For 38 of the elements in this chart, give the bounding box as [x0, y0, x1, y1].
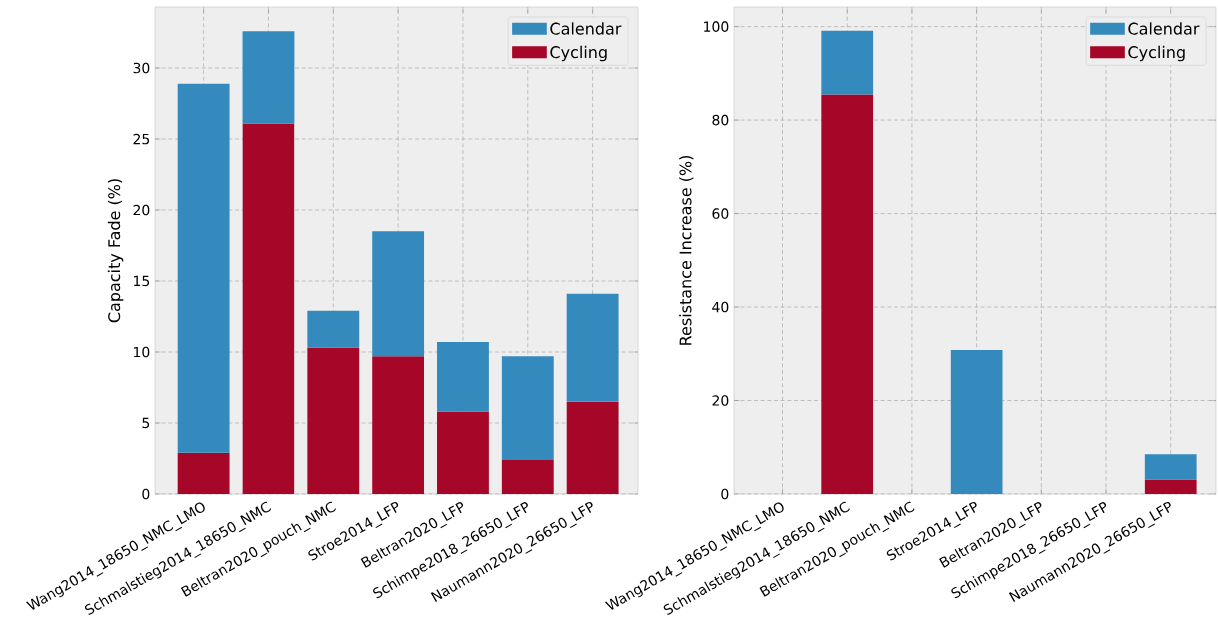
bar [307, 347, 360, 494]
y-tick-label: 80 [712, 114, 729, 126]
bar [437, 342, 489, 412]
bar [501, 356, 554, 460]
y-tick-label: 0 [142, 488, 150, 500]
bar [307, 310, 360, 348]
legend-label: Calendar [1128, 22, 1200, 35]
bar [950, 350, 1003, 494]
bar [177, 452, 230, 494]
bar [1144, 479, 1197, 494]
y-tick-label: 100 [704, 21, 729, 32]
y-tick-label: 20 [712, 395, 729, 406]
bar [242, 123, 295, 494]
legend-label: Cycling [1128, 45, 1185, 62]
bar [566, 401, 619, 494]
y-tick-label: 30 [133, 62, 150, 74]
bar [372, 356, 425, 494]
legend-label: Cycling [550, 45, 607, 62]
bar [242, 31, 295, 124]
y-tick-label: 20 [133, 204, 150, 216]
y-tick-label: 60 [712, 208, 729, 219]
bar [177, 83, 230, 453]
bar [821, 30, 874, 95]
y-tick-label: 40 [712, 301, 729, 313]
legend-label: Calendar [550, 22, 622, 35]
bar [1144, 454, 1197, 480]
y-axis-title: Capacity Fade (%) [107, 179, 124, 323]
y-axis-title: Resistance Increase (%) [679, 155, 694, 345]
y-tick-label: 15 [134, 275, 150, 287]
bar [372, 231, 425, 357]
bar [566, 293, 619, 402]
bar [437, 411, 489, 494]
y-tick-label: 5 [142, 417, 150, 429]
bar [501, 459, 554, 494]
y-tick-label: 0 [721, 488, 729, 500]
y-tick-label: 25 [133, 133, 150, 145]
bar [821, 94, 874, 494]
y-tick-label: 10 [134, 346, 150, 358]
